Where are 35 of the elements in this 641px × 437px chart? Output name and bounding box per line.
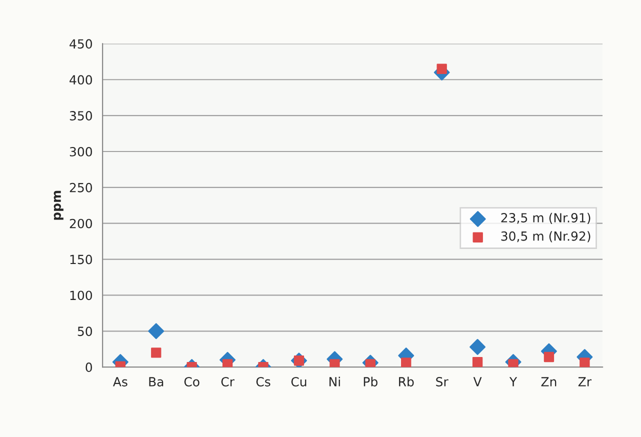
legend-label: 23,5 m (Nr.91) — [501, 212, 590, 224]
y-tick-label: 100 — [70, 290, 92, 300]
point — [401, 358, 412, 368]
y-tick-label: 300 — [70, 146, 92, 156]
x-tick-label: Zr — [578, 377, 592, 386]
x-tick-label: Cr — [221, 377, 234, 386]
legend-label: 30,5 m (Nr.92) — [501, 231, 590, 242]
y-tick-label: 350 — [70, 111, 92, 120]
x-tick-label: Ni — [330, 376, 340, 386]
y-tick-label: 250 — [70, 182, 92, 192]
x-tick-label: Rb — [399, 376, 414, 386]
point — [470, 338, 486, 355]
point — [544, 352, 554, 362]
point — [472, 356, 483, 368]
x-tick-label: Ba — [149, 377, 164, 386]
x-tick-label: Pb — [364, 376, 378, 386]
x-tick-label: Zn — [541, 377, 556, 386]
y-axis-title: ppm — [54, 190, 64, 220]
point — [148, 323, 164, 340]
point — [151, 348, 162, 358]
y-tick-label: 0 — [86, 362, 92, 372]
y-tick-label: 450 — [70, 39, 92, 49]
x-tick-label: Cs — [256, 377, 270, 386]
x-tick-label: As — [112, 377, 128, 386]
x-tick-label: V — [473, 377, 482, 386]
x-tick-label: Sr — [436, 377, 448, 386]
y-tick-label: 400 — [70, 75, 92, 85]
y-tick-label: 50 — [78, 326, 92, 336]
point — [580, 358, 590, 368]
x-tick-label: Co — [184, 377, 200, 386]
x-tick-label: Y — [509, 377, 518, 386]
x-tick-label: Cu — [291, 377, 306, 386]
y-tick-label: 150 — [70, 254, 92, 264]
y-tick-label: 200 — [70, 218, 92, 228]
point — [436, 64, 447, 74]
